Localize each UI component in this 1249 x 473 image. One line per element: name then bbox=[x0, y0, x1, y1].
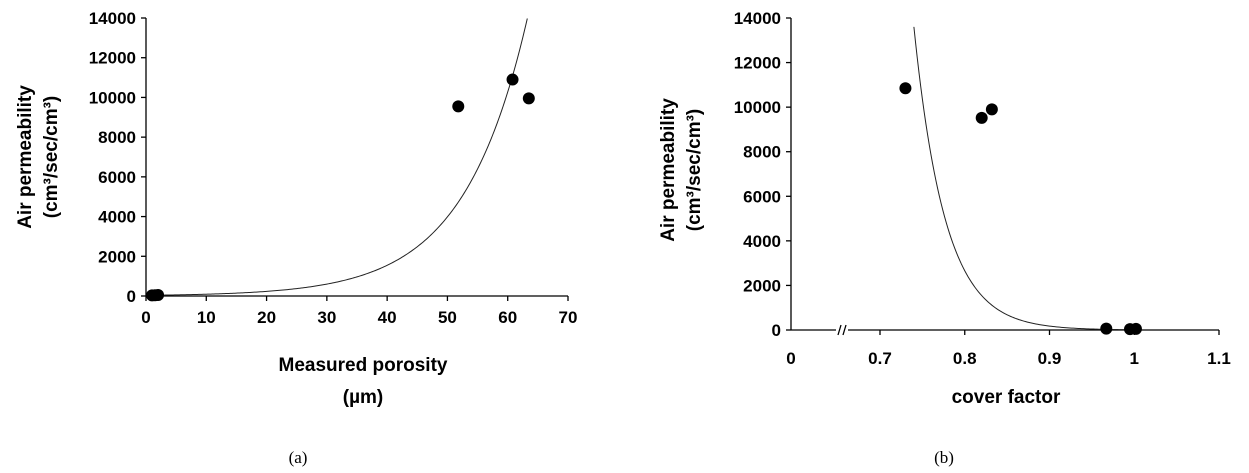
chart-b-x-tick-label: 1.1 bbox=[1207, 349, 1231, 368]
chart-a-x-tick-label: 30 bbox=[317, 308, 336, 327]
chart-b-xlabel: cover factor bbox=[952, 387, 1061, 408]
chart-a-y-tick-label: 12000 bbox=[89, 49, 136, 68]
chart-a-x-tick-label: 10 bbox=[197, 308, 216, 327]
chart-b-y-tick-label: 2000 bbox=[743, 276, 781, 295]
chart-a-y-tick-label: 14000 bbox=[89, 9, 136, 28]
chart-a-y-tick-label: 10000 bbox=[89, 88, 136, 107]
chart-a-y-tick-label: 2000 bbox=[98, 247, 136, 266]
chart-b-data-point bbox=[1129, 322, 1142, 335]
chart-b-y-tick-label: 8000 bbox=[743, 143, 781, 162]
chart-b-x-tick-label: 0.9 bbox=[1038, 349, 1062, 368]
axis-break-icon bbox=[837, 324, 847, 336]
chart-a-caption: (a) bbox=[289, 448, 308, 467]
chart-b-caption: (b) bbox=[934, 448, 954, 467]
chart-a-y-tick-label: 0 bbox=[127, 287, 136, 306]
chart-b-y-tick-label: 10000 bbox=[734, 98, 781, 117]
chart-a-data-point bbox=[522, 92, 535, 105]
chart-b: 0 0.7 0.8 0.9 1 1.1 0 2000 4000 6000 8000 10000 1200… bbox=[658, 9, 1231, 467]
chart-a-ylabel-line-2: (cm³/sec/cm³) bbox=[41, 96, 62, 219]
chart-a-data-point bbox=[452, 100, 465, 113]
chart-a-xlabel-line-1: Measured porosity bbox=[279, 355, 448, 376]
chart-b-trendline bbox=[913, 26, 1133, 331]
chart-a-ylabel-line-1: Air permeability bbox=[15, 85, 36, 229]
chart-a-x-tick-label: 40 bbox=[378, 308, 397, 327]
chart-a-y-tick-label: 8000 bbox=[98, 128, 136, 147]
chart-a-x-tick-label: 50 bbox=[438, 308, 457, 327]
chart-b-data-point bbox=[975, 111, 988, 124]
chart-b-x-tick-label: 0.7 bbox=[868, 349, 892, 368]
chart-a-x-tick-label: 60 bbox=[498, 308, 517, 327]
chart-b-y-tick-label: 12000 bbox=[734, 54, 781, 73]
chart-b-data-point bbox=[899, 82, 912, 95]
chart-a-y-tick-label: 4000 bbox=[98, 208, 136, 227]
chart-a-xlabel-line-2: (µm) bbox=[343, 387, 384, 408]
chart-a-x-tick-label: 20 bbox=[257, 308, 276, 327]
chart-a: 0 10 20 30 40 50 60 70 0 2000 4000 6000 8000 10000 120… bbox=[15, 9, 577, 467]
chart-a-data-point bbox=[506, 73, 519, 86]
chart-b-y-tick-label: 0 bbox=[772, 321, 781, 340]
chart-a-trendline bbox=[145, 18, 528, 296]
chart-a-x-tick-label: 0 bbox=[141, 308, 150, 327]
chart-b-y-tick-label: 6000 bbox=[743, 187, 781, 206]
chart-b-x-tick-label: 0.8 bbox=[953, 349, 977, 368]
chart-b-ylabel-line-2: (cm³/sec/cm³) bbox=[684, 109, 705, 232]
chart-b-y-tick-label: 14000 bbox=[734, 9, 781, 28]
chart-a-y-tick-label: 6000 bbox=[98, 168, 136, 187]
chart-b-x-tick-label: 1 bbox=[1130, 349, 1139, 368]
chart-a-data-point bbox=[152, 289, 165, 302]
chart-b-ylabel-line-1: Air permeability bbox=[658, 98, 679, 242]
chart-b-data-point bbox=[1100, 322, 1113, 335]
chart-b-data-point bbox=[985, 103, 998, 116]
chart-a-x-tick-label: 70 bbox=[559, 308, 578, 327]
chart-b-x-tick-label: 0 bbox=[786, 349, 795, 368]
chart-b-y-tick-label: 4000 bbox=[743, 232, 781, 251]
